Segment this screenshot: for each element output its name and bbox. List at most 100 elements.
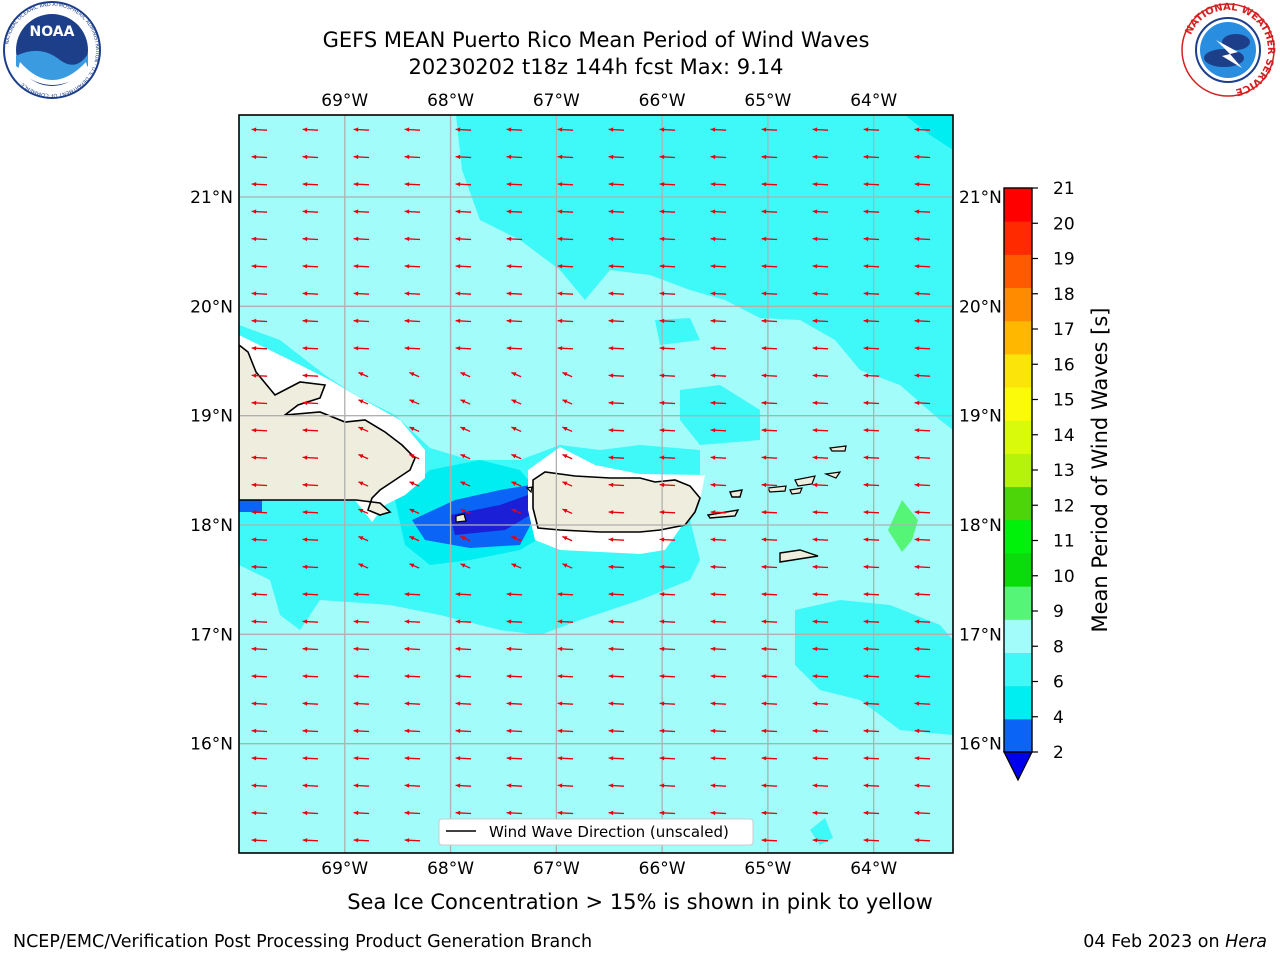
wave-direction-arrow (302, 154, 319, 160)
wave-direction-arrow (251, 728, 268, 734)
wave-direction-arrow (710, 127, 727, 132)
wave-direction-arrow (608, 373, 625, 378)
island-st-croix (779, 549, 819, 563)
lat-label-right: 18°N (959, 516, 1002, 536)
wave-direction-arrow (557, 127, 574, 132)
wave-direction-arrow (710, 783, 727, 788)
wave-direction-arrow (761, 373, 778, 378)
wave-direction-arrow (914, 291, 931, 296)
wave-direction-arrow (863, 428, 880, 433)
wave-direction-arrow (812, 838, 829, 843)
wave-direction-arrow (562, 481, 573, 487)
wave-direction-arrow (302, 838, 319, 843)
wave-direction-arrow (455, 291, 472, 296)
colorbar-segment (1004, 619, 1032, 653)
lat-label-right: 19°N (959, 407, 1002, 427)
wave-direction-arrow (455, 209, 472, 214)
wave-direction-arrow (914, 646, 931, 652)
wave-direction-arrow (409, 371, 420, 378)
wave-direction-arrow (506, 619, 523, 624)
wave-direction-arrow (608, 264, 625, 269)
wave-direction-arrow (812, 346, 829, 351)
lon-label-bottom: 64°W (850, 859, 897, 879)
wave-direction-arrow (812, 564, 829, 570)
wave-direction-arrow (608, 510, 625, 515)
wave-direction-arrow (251, 510, 268, 515)
wave-direction-arrow (460, 399, 471, 405)
wave-direction-arrow (812, 728, 829, 734)
wave-direction-arrow (812, 236, 829, 242)
wave-direction-arrow (358, 453, 369, 460)
wave-direction-arrow (812, 373, 829, 378)
wave-direction-arrow (659, 264, 676, 269)
wave-direction-arrow (358, 426, 369, 433)
wave-direction-arrow (511, 371, 522, 378)
wave-direction-arrow (251, 209, 268, 214)
island-small-1 (823, 471, 842, 479)
wave-direction-arrow (710, 510, 727, 515)
wave-direction-arrow (608, 537, 625, 542)
wave-direction-arrow (455, 127, 472, 132)
land-hispaniola (239, 343, 416, 516)
wave-direction-arrow (455, 810, 472, 816)
wave-direction-arrow (914, 838, 931, 843)
wave-direction-arrow (710, 482, 727, 488)
wave-direction-arrow (353, 209, 370, 214)
wave-direction-arrow (557, 756, 574, 761)
field-6-7s-patch2 (655, 318, 700, 345)
field-6-7s-spot (810, 818, 833, 845)
wave-direction-arrow (557, 810, 574, 816)
colorbar-segment (1004, 552, 1032, 587)
wave-direction-arrow (251, 482, 268, 488)
colorbar-segment (1004, 652, 1032, 687)
wave-direction-arrow (557, 701, 574, 706)
wave-direction-arrow (914, 373, 931, 378)
wave-direction-arrow (812, 127, 829, 132)
colorbar-tick-label: 9 (1053, 602, 1064, 622)
wave-direction-arrow (251, 674, 268, 679)
wave-direction-arrow (251, 264, 268, 269)
map-title: GEFS MEAN Puerto Rico Mean Period of Win… (322, 28, 870, 52)
wave-direction-arrow (506, 127, 523, 132)
wave-direction-arrow (506, 646, 523, 652)
wave-direction-arrow (511, 453, 522, 460)
wave-direction-arrow (710, 592, 727, 597)
wave-direction-arrow (460, 453, 471, 460)
wave-direction-arrow (460, 535, 471, 542)
wave-direction-arrow (562, 563, 573, 569)
wave-direction-arrow (353, 701, 370, 706)
wave-direction-arrow (761, 482, 778, 488)
colorbar-segment (1004, 287, 1032, 322)
lon-label-top: 66°W (639, 91, 686, 111)
wave-direction-arrow (358, 535, 369, 542)
wave-direction-arrow (302, 264, 319, 269)
colorbar-segment (1004, 320, 1032, 355)
wave-direction-arrow (812, 482, 829, 488)
wave-direction-arrow (455, 264, 472, 269)
wave-direction-arrow (404, 756, 421, 761)
wave-direction-arrow (404, 346, 421, 351)
wave-direction-arrow (761, 756, 778, 761)
colorbar-segment (1004, 685, 1032, 720)
wave-direction-arrow (761, 701, 778, 706)
colorbar-tick-label: 2 (1053, 743, 1064, 763)
colorbar-tick-label: 15 (1053, 391, 1075, 411)
wave-direction-arrow (404, 127, 421, 132)
lon-labels-bottom: 69°W 68°W 67°W 66°W 65°W 64°W (321, 859, 897, 879)
wave-direction-arrow (659, 619, 676, 624)
wave-direction-arrow (863, 783, 880, 788)
wave-direction-arrow (914, 482, 931, 488)
wave-direction-arrow (710, 346, 727, 351)
wave-direction-arrow (302, 318, 319, 324)
wave-direction-arrow (455, 182, 472, 187)
wave-direction-arrow (812, 619, 829, 624)
footer-date: 04 Feb 2023 on Hera (1083, 932, 1267, 952)
colorbar-tick-label: 21 (1053, 179, 1075, 199)
wave-direction-arrow (761, 127, 778, 132)
wave-direction-arrow (353, 728, 370, 734)
wave-direction-arrow (251, 810, 268, 816)
wave-direction-arrow (608, 182, 625, 187)
wave-direction-arrow (353, 236, 370, 242)
wave-direction-arrow (863, 701, 880, 706)
wave-direction-arrow (404, 810, 421, 816)
